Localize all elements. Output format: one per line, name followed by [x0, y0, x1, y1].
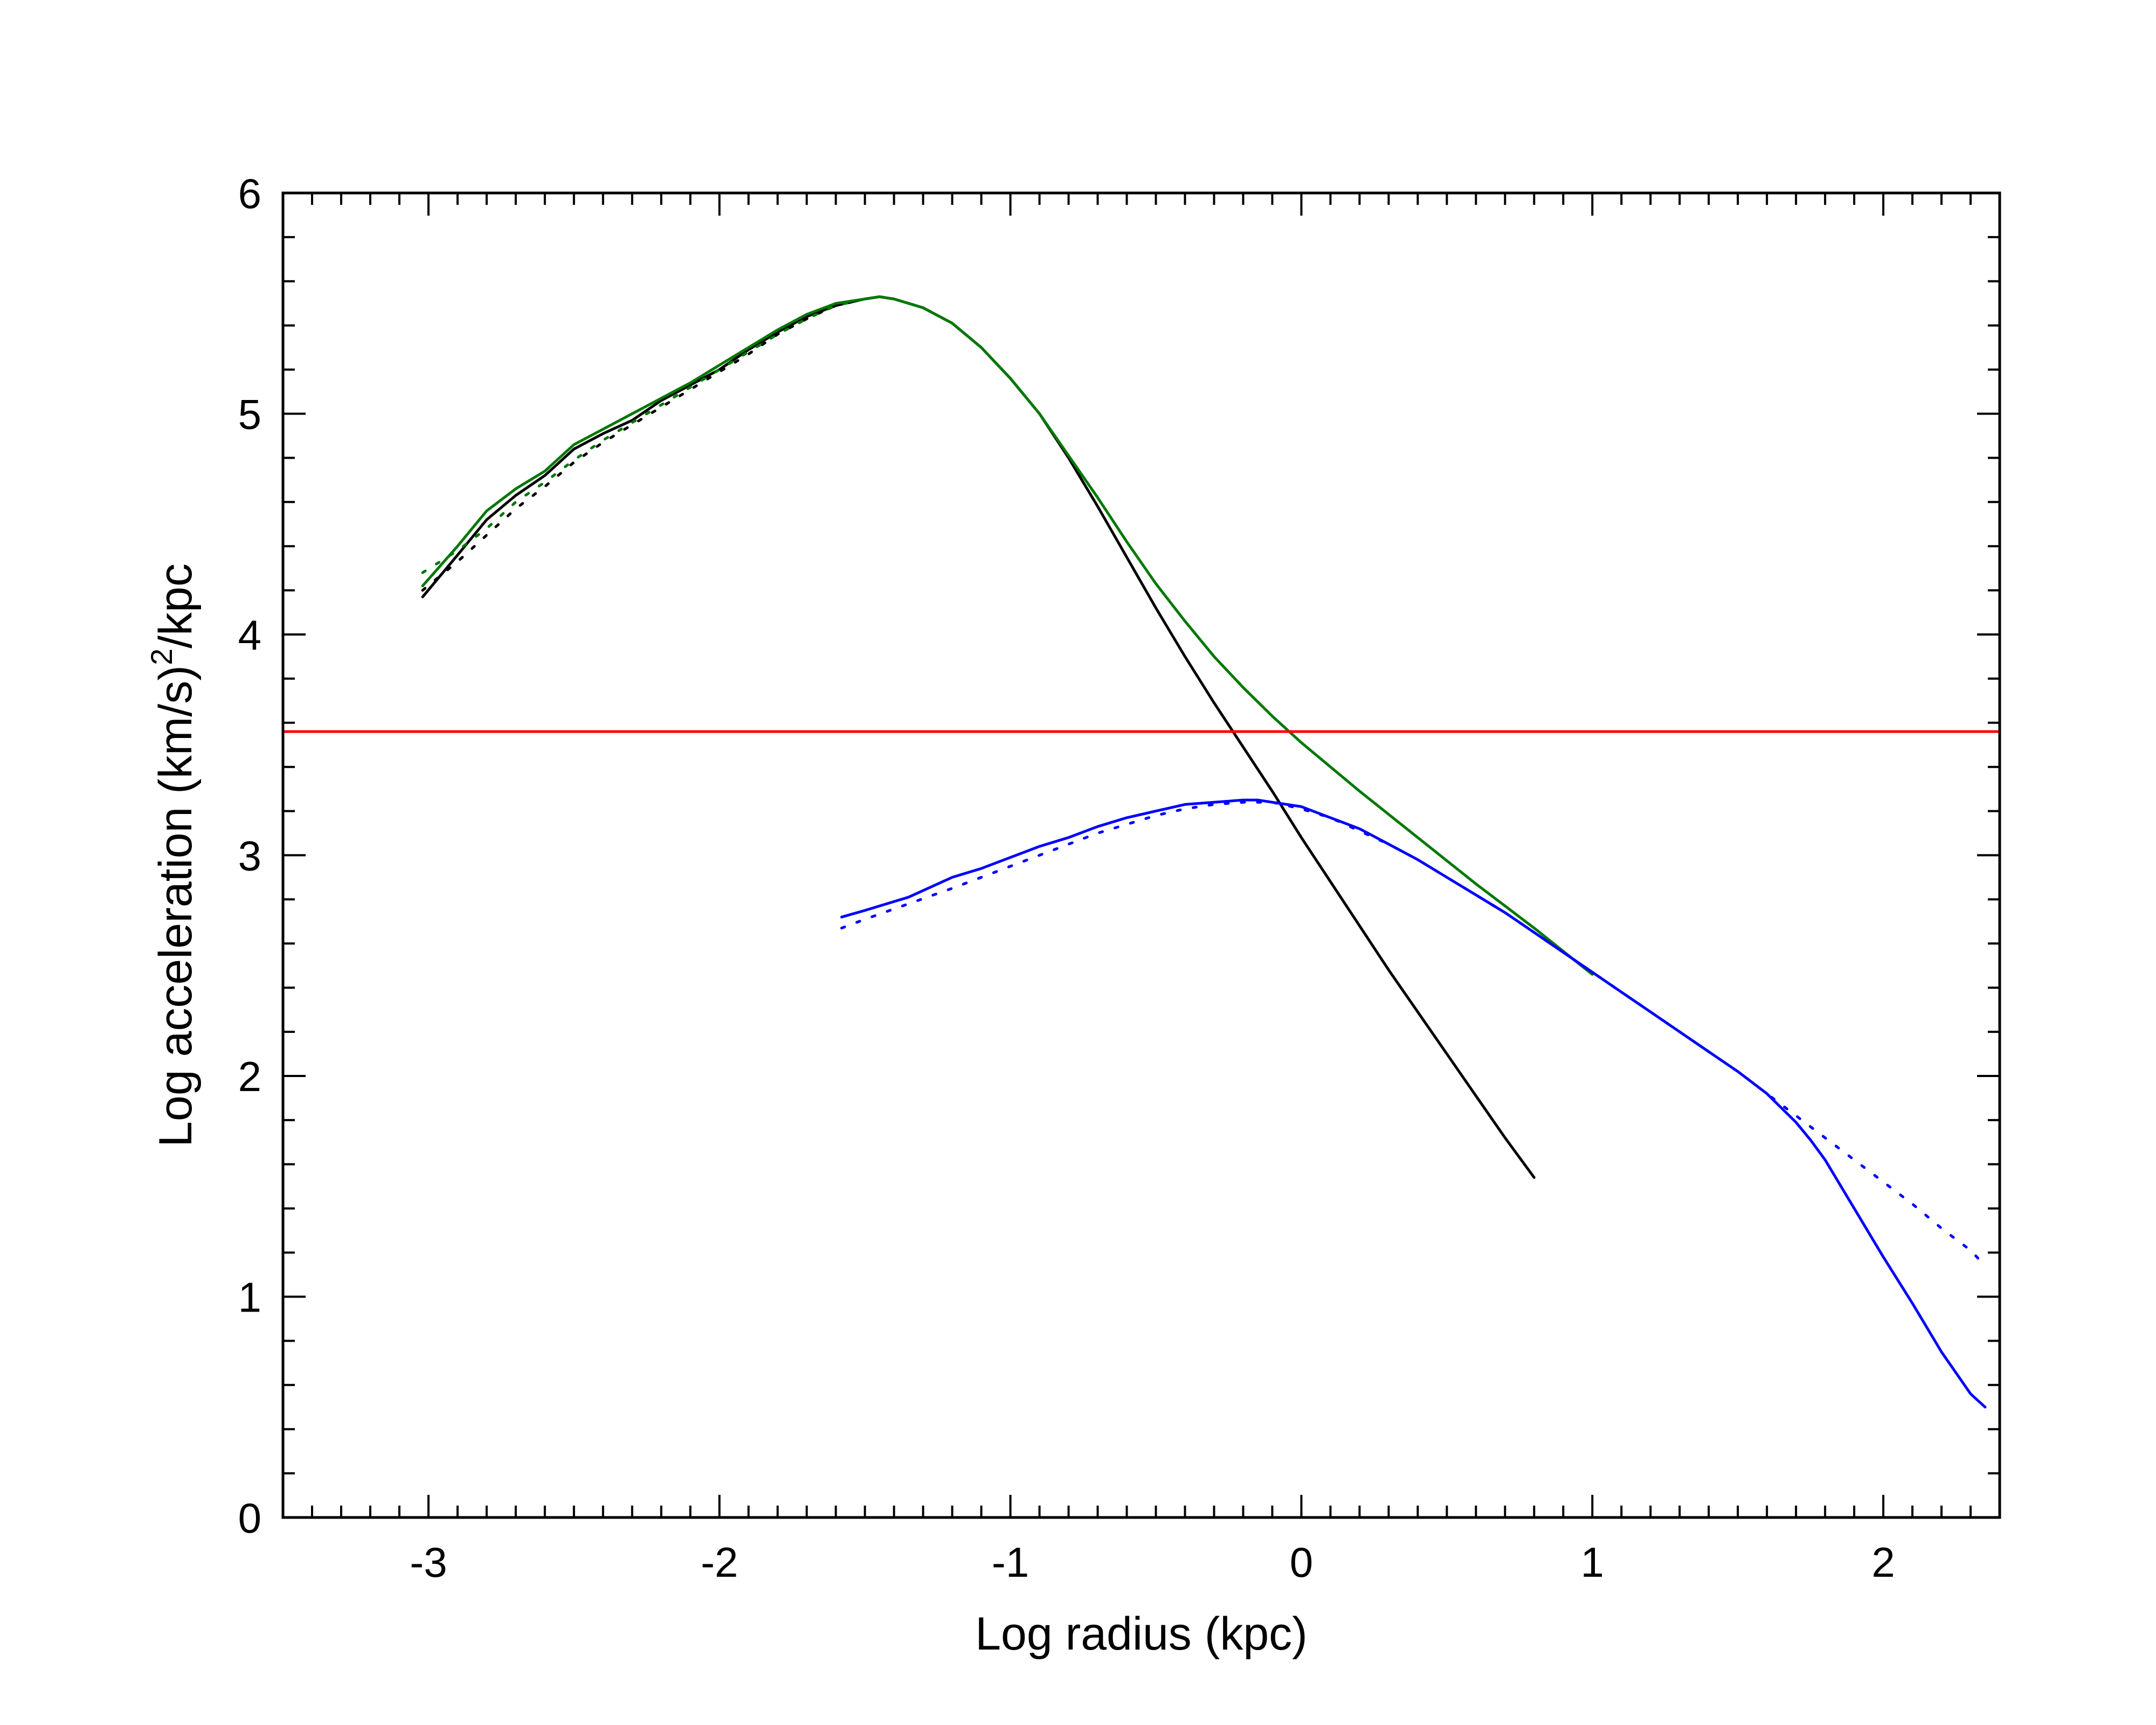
y-tick-label: 0: [238, 1494, 261, 1542]
plot-frame: [281, 191, 2001, 1519]
y-axis-title-main: Log acceleration (km/s): [150, 665, 202, 1147]
series-line-4: [421, 295, 954, 574]
x-tick-label: -2: [701, 1538, 738, 1586]
x-tick-label: -3: [410, 1538, 447, 1586]
x-tick-label: -1: [992, 1538, 1029, 1586]
y-tick-label: 3: [238, 832, 261, 880]
y-tick-label: 4: [238, 611, 261, 659]
x-tick-label: 1: [1581, 1538, 1604, 1586]
plot-series: [421, 295, 1987, 1409]
y-axis-title-superscript: 2: [144, 648, 178, 665]
tick-labels: -3 -2 -1 0 1 2 0 1 2 3 4 5 6: [238, 170, 1895, 1586]
y-axis-title: Log acceleration (km/s)2/kpc: [144, 563, 202, 1147]
x-tick-label: 2: [1871, 1538, 1895, 1586]
y-tick-label: 2: [238, 1053, 261, 1100]
y-axis-title-suffix: /kpc: [150, 563, 202, 648]
x-axis-title: Log radius (kpc): [975, 1608, 1308, 1660]
series-line-2: [421, 295, 954, 592]
y-tick-label: 6: [238, 170, 261, 217]
y-tick-label: 5: [238, 391, 261, 438]
x-tick-label: 0: [1290, 1538, 1313, 1586]
y-tick-label: 1: [238, 1274, 261, 1321]
series-line-5: [840, 798, 1987, 1409]
